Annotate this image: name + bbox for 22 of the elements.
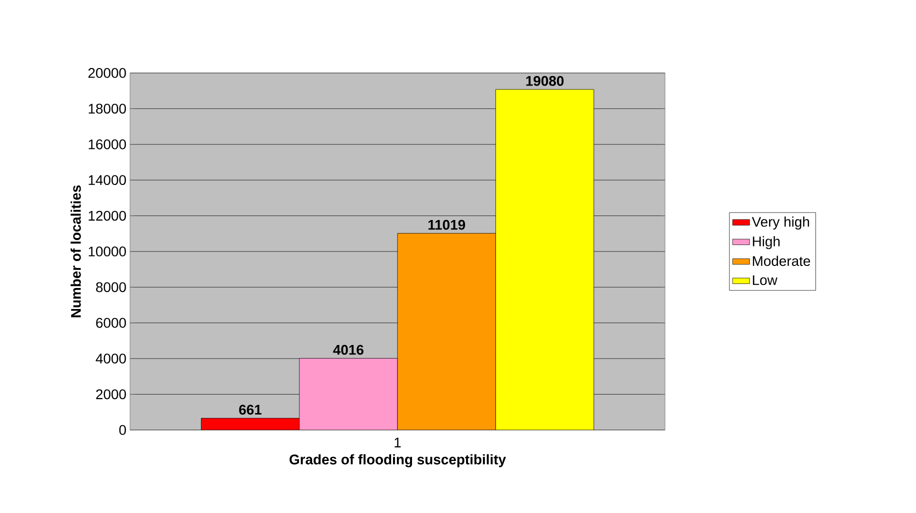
y-tick-label: 2000 <box>96 389 126 400</box>
y-tick-label: 4000 <box>96 354 126 364</box>
y-tick-label: 14000 <box>88 175 126 186</box>
data-label: 11019 <box>428 220 466 230</box>
x-axis-title: Grades of flooding susceptibility <box>290 454 506 468</box>
data-label: 4016 <box>333 344 364 355</box>
y-tick-label: 0 <box>119 425 126 435</box>
y-tick-label: 12000 <box>88 210 126 221</box>
legend-label: High <box>752 236 780 250</box>
legend-label: Moderate <box>752 256 810 266</box>
y-tick-label: 8000 <box>96 282 126 292</box>
y-axis-title: Number of localities <box>70 185 81 318</box>
legend-label: Low <box>752 275 778 286</box>
y-tick-label: 18000 <box>88 104 126 114</box>
data-label: 661 <box>239 404 262 415</box>
y-tick-label: 20000 <box>88 68 126 78</box>
legend-label: Very high <box>752 216 810 230</box>
data-label: 19080 <box>526 76 564 86</box>
y-tick-label: 16000 <box>88 139 126 150</box>
y-tick-label: 10000 <box>88 246 126 256</box>
y-tick-label: 6000 <box>96 318 126 328</box>
x-tick-label: 1 <box>394 438 401 448</box>
